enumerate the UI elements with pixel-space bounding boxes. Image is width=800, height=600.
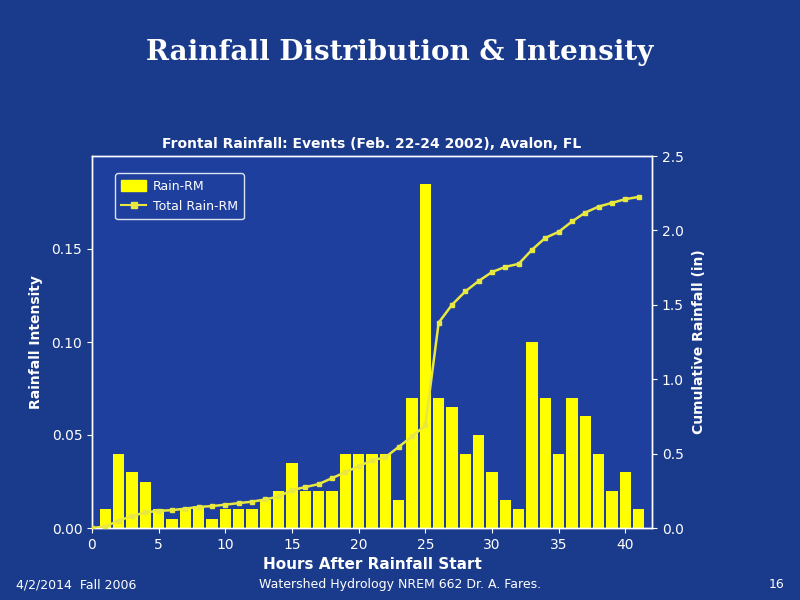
Bar (446, 407, 458, 528)
Bar (420, 184, 431, 528)
X-axis label: Hours After Rainfall Start: Hours After Rainfall Start (262, 557, 482, 572)
Text: 4/2/2014  Fall 2006: 4/2/2014 Fall 2006 (16, 578, 136, 591)
Bar (526, 342, 538, 528)
Bar (620, 472, 631, 528)
Bar (300, 491, 311, 528)
Bar (260, 500, 271, 528)
Bar (286, 463, 298, 528)
Text: Rainfall Distribution & Intensity: Rainfall Distribution & Intensity (146, 39, 654, 66)
Bar (633, 509, 644, 528)
Bar (393, 500, 404, 528)
Bar (166, 518, 178, 528)
Bar (100, 509, 111, 528)
Bar (340, 454, 351, 528)
Bar (460, 454, 471, 528)
Bar (153, 509, 164, 528)
Bar (233, 509, 244, 528)
Bar (473, 435, 484, 528)
Bar (580, 416, 591, 528)
Y-axis label: Cumulative Rainfall (in): Cumulative Rainfall (in) (692, 250, 706, 434)
Bar (113, 454, 124, 528)
Bar (353, 454, 364, 528)
Text: 16: 16 (768, 578, 784, 591)
Bar (513, 509, 524, 528)
Bar (433, 398, 444, 528)
Bar (566, 398, 578, 528)
Bar (366, 454, 378, 528)
Bar (606, 491, 618, 528)
Bar (206, 518, 218, 528)
Text: Watershed Hydrology NREM 662 Dr. A. Fares.: Watershed Hydrology NREM 662 Dr. A. Fare… (259, 578, 541, 591)
Bar (406, 398, 418, 528)
Bar (273, 491, 284, 528)
Bar (326, 491, 338, 528)
Bar (180, 509, 191, 528)
Bar (126, 472, 138, 528)
Bar (380, 454, 391, 528)
Bar (193, 506, 204, 528)
Bar (593, 454, 604, 528)
Bar (553, 454, 564, 528)
Bar (500, 500, 511, 528)
Title: Frontal Rainfall: Events (Feb. 22-24 2002), Avalon, FL: Frontal Rainfall: Events (Feb. 22-24 200… (162, 137, 582, 151)
Bar (246, 509, 258, 528)
Y-axis label: Rainfall Intensity: Rainfall Intensity (29, 275, 43, 409)
Bar (313, 491, 324, 528)
Bar (540, 398, 551, 528)
Bar (486, 472, 498, 528)
Legend: Rain-RM, Total Rain-RM: Rain-RM, Total Rain-RM (115, 173, 244, 220)
Bar (220, 509, 231, 528)
Bar (140, 481, 151, 528)
